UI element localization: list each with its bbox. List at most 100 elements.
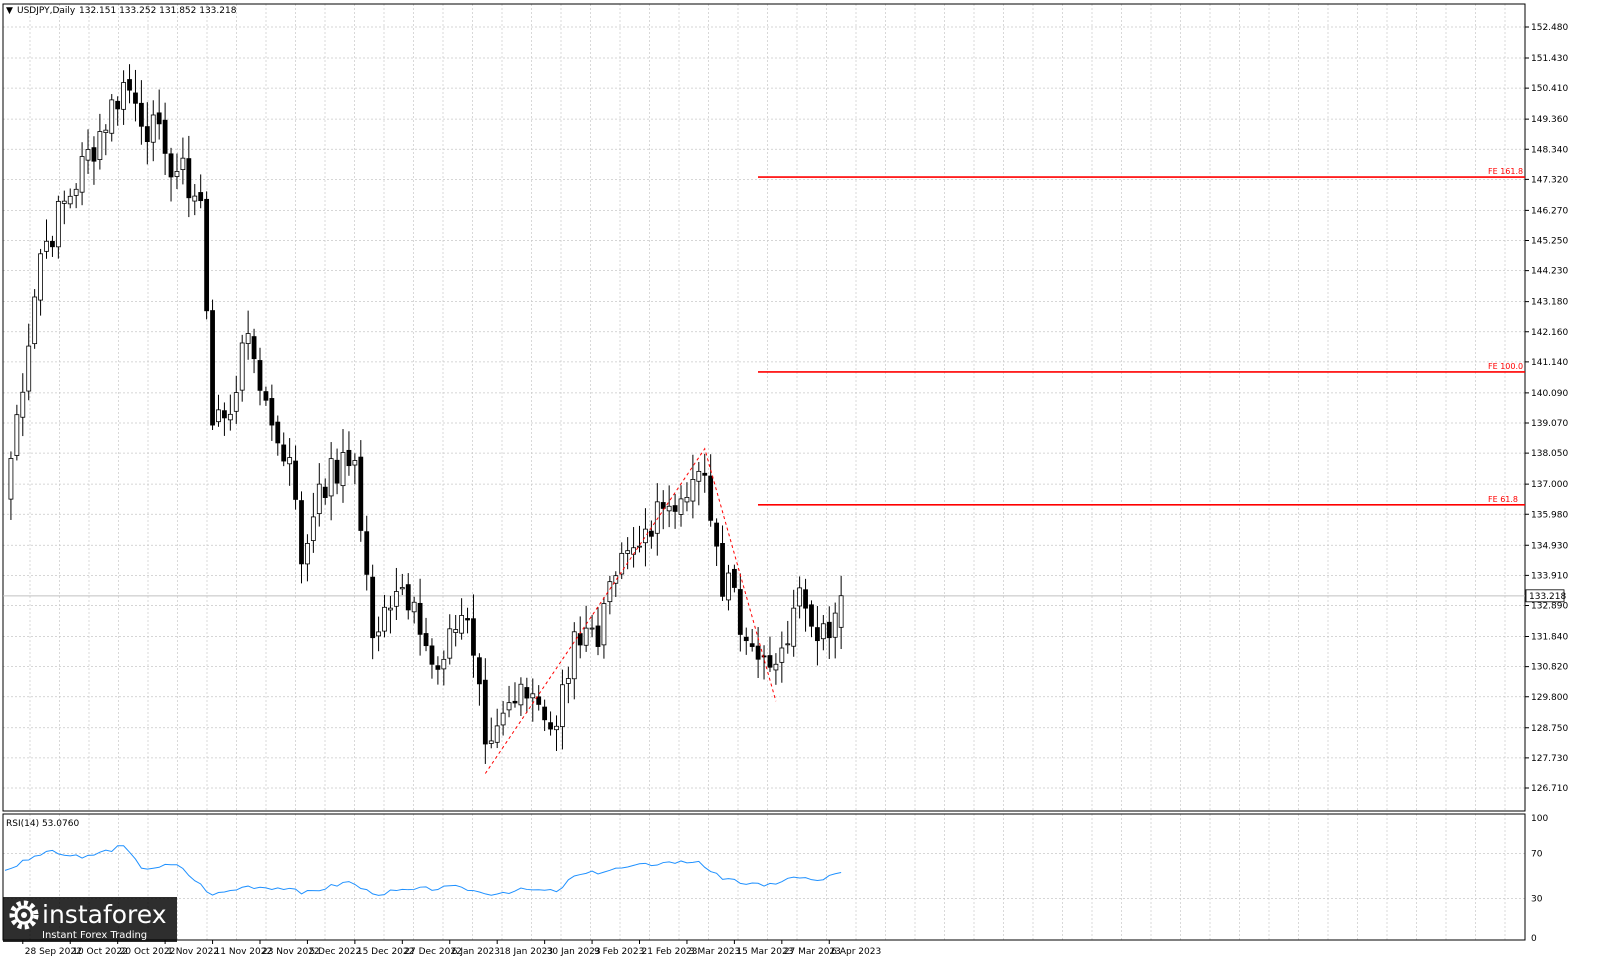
- date-tick-label: 10 Oct 2022: [72, 947, 128, 957]
- candle-down: [281, 444, 287, 462]
- price-tick-label: 139.070: [1531, 419, 1568, 429]
- rsi-tick-label: 0: [1531, 934, 1537, 944]
- candle-up: [310, 516, 316, 541]
- candle-down: [204, 198, 210, 312]
- candle-up: [773, 663, 779, 671]
- fe-label: FE 161.8: [1488, 167, 1523, 176]
- date-tick-label: 9 Feb 2023: [594, 947, 644, 957]
- candle-down: [168, 153, 174, 178]
- candle-down: [826, 621, 832, 639]
- candle-down: [465, 618, 470, 621]
- candle-up: [388, 607, 393, 611]
- date-tick-label: 11 Nov 2022: [215, 947, 273, 957]
- candle-down: [334, 459, 340, 484]
- rsi-label: RSI(14) 53.0760: [6, 819, 79, 829]
- candle-down: [767, 655, 773, 668]
- current-price-label: 133.218: [1529, 592, 1566, 602]
- price-tick-label: 128.750: [1531, 724, 1568, 734]
- date-tick-label: 18 Jan 2023: [499, 947, 553, 957]
- rsi-tick-label: 70: [1531, 850, 1543, 860]
- rsi-tick-label: 100: [1531, 814, 1548, 824]
- price-tick-label: 146.270: [1531, 206, 1568, 216]
- candle-down: [370, 576, 376, 639]
- candle-down: [358, 456, 364, 531]
- candle-up: [779, 647, 785, 663]
- price-tick-label: 130.820: [1531, 663, 1568, 673]
- candle-down: [737, 589, 743, 635]
- price-axis: 152.480 151.430 150.410 149.360 148.340 147.3…: [1525, 23, 1568, 794]
- candle-down: [133, 92, 138, 104]
- candle-up: [785, 643, 791, 646]
- price-tick-label: 129.800: [1531, 693, 1568, 703]
- candle-up: [26, 345, 32, 392]
- ohlc-label: 132.151 133.252 131.852 133.218: [79, 6, 237, 16]
- candle-down: [542, 706, 548, 721]
- candle-up: [506, 702, 512, 711]
- rsi-axis: 100 70 30 0: [1531, 814, 1548, 944]
- candle-up: [494, 725, 500, 743]
- date-tick-label: 3 Mar 2023: [689, 947, 740, 957]
- candle-up: [797, 587, 803, 607]
- candle-up: [684, 496, 690, 503]
- candle-down: [702, 472, 708, 476]
- candle-down: [761, 655, 767, 658]
- symbol-label: USDJPY,Daily: [17, 6, 76, 16]
- candle-down: [809, 604, 814, 627]
- candle-down: [222, 410, 227, 419]
- candle-up: [690, 478, 696, 502]
- candle-up: [121, 82, 126, 110]
- candle-down: [595, 625, 601, 647]
- candle-down: [672, 505, 678, 512]
- candle-up: [32, 296, 38, 345]
- candle-up: [643, 528, 648, 544]
- candle-up: [666, 505, 672, 512]
- main-panel-frame: [2, 3, 1526, 812]
- candle-up: [589, 627, 595, 630]
- candle-down: [720, 543, 725, 597]
- candle-down: [648, 530, 654, 537]
- candle-down: [548, 722, 553, 730]
- price-tick-label: 133.910: [1531, 571, 1568, 581]
- date-tick-label: 5 Dec 2022: [309, 947, 361, 957]
- fibonacci-extension-lines: FE 161.8 FE 100.0 FE 61.8: [758, 167, 1525, 506]
- candle-up: [245, 333, 251, 344]
- candle-up: [613, 575, 619, 584]
- date-tick-label: 28 Sep 2022: [25, 947, 82, 957]
- candle-down: [476, 657, 482, 685]
- candle-down: [269, 398, 275, 426]
- candle-down: [127, 79, 132, 91]
- candle-up: [67, 195, 73, 205]
- candle-up: [340, 452, 346, 487]
- candle-down: [536, 696, 542, 705]
- candle-down: [471, 618, 476, 656]
- candle-up: [180, 157, 186, 170]
- candle-down: [299, 500, 304, 565]
- candle-down: [251, 336, 257, 360]
- candle-down: [263, 391, 269, 401]
- date-tick-label: 27 Mar 2023: [784, 947, 841, 957]
- candle-up: [103, 129, 109, 133]
- candle-up: [554, 725, 559, 731]
- candle-down: [524, 687, 530, 699]
- candle-up: [399, 587, 405, 590]
- candle-up: [328, 458, 334, 497]
- candle-up: [44, 240, 49, 252]
- price-tick-label: 134.930: [1531, 541, 1568, 551]
- candle-up: [619, 552, 625, 575]
- price-tick-label: 152.480: [1531, 23, 1568, 33]
- candle-up: [352, 460, 358, 466]
- candle-up: [560, 684, 565, 727]
- date-tick-label: 15 Mar 2023: [736, 947, 793, 957]
- dropdown-icon[interactable]: ▼: [6, 6, 13, 16]
- date-tick-label: 23 Nov 2022: [262, 947, 320, 957]
- candle-down: [198, 192, 204, 202]
- candle-down: [210, 310, 215, 426]
- candle-up: [376, 631, 381, 637]
- candle-up: [726, 572, 731, 601]
- candle-up: [192, 195, 198, 202]
- candle-down: [186, 158, 192, 199]
- date-tick-label: 6 Jan 2023: [452, 947, 500, 957]
- candle-down: [708, 475, 714, 521]
- price-tick-label: 135.980: [1531, 510, 1568, 520]
- candle-up: [393, 591, 399, 607]
